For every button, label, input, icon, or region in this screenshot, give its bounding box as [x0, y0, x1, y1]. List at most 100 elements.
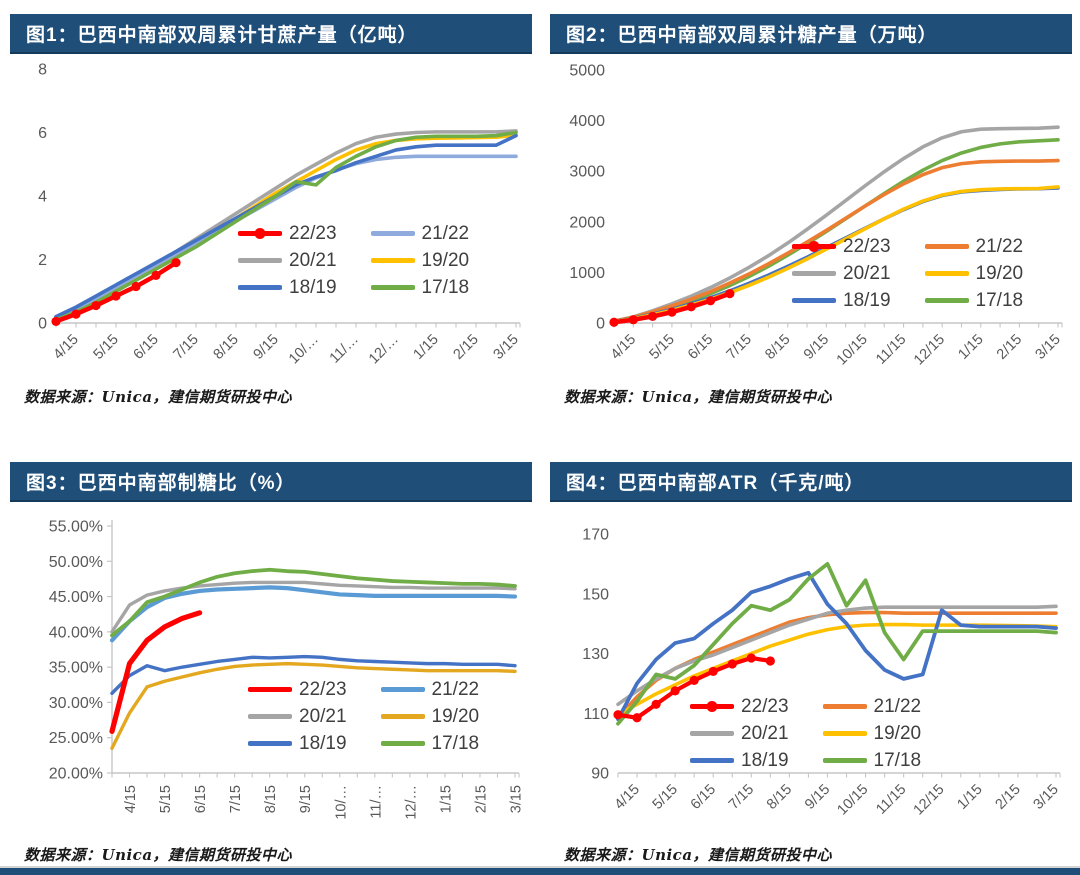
x-tick-label: 12/15 — [911, 332, 948, 369]
x-tick-label: 2/15 — [451, 332, 482, 363]
legend-label: 17/18 — [975, 289, 1024, 311]
x-tick-label: 8/15 — [762, 332, 793, 363]
x-tick-label: 5/15 — [158, 785, 174, 813]
next-section-divider — [0, 866, 1080, 875]
legend-item-20/21: 20/21 — [690, 722, 789, 745]
series-line-17/18 — [54, 130, 518, 322]
legend-swatch-18/19 — [792, 298, 836, 303]
x-tick-label: 1/15 — [411, 332, 442, 363]
x-tick-label: 10/… — [333, 785, 349, 820]
legend-item-17/18: 17/18 — [370, 276, 470, 299]
y-tick-label: 4 — [38, 189, 47, 206]
series-line-20/21 — [612, 125, 1060, 324]
series-line-20/21 — [616, 604, 1058, 707]
y-tick-label: 30.00% — [49, 695, 103, 712]
series-marker-22/23 — [171, 258, 181, 268]
x-tick-label: 6/15 — [685, 332, 716, 363]
legend-label: 20/21 — [289, 249, 337, 271]
series-marker-22/23 — [71, 309, 81, 319]
x-tick-label: 5/15 — [91, 332, 122, 363]
y-tick-label: 6 — [38, 125, 47, 142]
series-marker-22/23 — [765, 656, 775, 666]
legend-swatch-18/19 — [690, 758, 734, 763]
y-tick-label: 0 — [596, 316, 605, 333]
legend-label: 21/22 — [421, 222, 470, 244]
series-marker-22/23 — [689, 675, 699, 685]
x-tick-label: 1/15 — [955, 332, 986, 363]
legend-item-18/19: 18/19 — [238, 276, 337, 299]
series-marker-22/23 — [705, 296, 716, 306]
legend-item-20/21: 20/21 — [248, 705, 347, 728]
x-tick-label: 2/15 — [992, 782, 1023, 813]
series-marker-22/23 — [725, 289, 735, 299]
series-line-21/22 — [109, 585, 518, 643]
series-marker-22/23 — [651, 699, 661, 709]
x-tick-label: 4/15 — [123, 785, 139, 813]
legend-label: 17/18 — [421, 276, 470, 298]
legend-swatch-19/20 — [380, 714, 425, 719]
x-tick-label: 4/15 — [608, 332, 639, 363]
x-tick-label: 8/15 — [764, 782, 795, 813]
legend-swatch-21/22 — [822, 704, 867, 709]
legend-label: 19/20 — [421, 249, 470, 271]
legend-swatch-20/21 — [792, 271, 836, 276]
y-tick-label: 25.00% — [49, 730, 103, 747]
y-tick-label: 55.00% — [49, 519, 103, 536]
y-tick-label: 170 — [582, 527, 609, 544]
legend-swatch-17/18 — [822, 758, 867, 763]
x-tick-label: 9/15 — [298, 785, 314, 813]
legend-item-17/18: 17/18 — [822, 749, 921, 772]
figure1-title-bar: 图1：巴西中南部双周累计甘蔗产量（亿吨） — [10, 14, 532, 54]
x-tick-label: 1/15 — [954, 782, 985, 813]
series-marker-22/23 — [51, 316, 61, 327]
legend-item-19/20: 19/20 — [822, 722, 922, 745]
legend-item-19/20: 19/20 — [380, 705, 480, 728]
figure4-plot-svg: 90 110 130 150 170 4/15 5/15 6/15 7/15 8/15 9/15 10… — [582, 527, 1062, 819]
series-line-18/19 — [616, 570, 1058, 722]
legend-item-18/19: 18/19 — [690, 749, 789, 772]
x-tick-label: 6/15 — [688, 782, 719, 813]
legend-label: 19/20 — [431, 705, 480, 727]
y-tick-label: 35.00% — [49, 660, 103, 677]
legend-swatch-19/20 — [924, 271, 969, 276]
x-tick-label: 12/15 — [911, 782, 948, 819]
legend-label: 21/22 — [431, 678, 480, 700]
figure4-title-bar: 图4：巴西中南部ATR（千克/吨） — [550, 462, 1072, 502]
figure4-title: 图4：巴西中南部ATR（千克/吨） — [566, 472, 865, 494]
figure4-chart: 90 110 130 150 170 4/15 5/15 6/15 7/15 8/15 9/15 10… — [550, 504, 1072, 846]
legend-item-20/21: 20/21 — [792, 262, 891, 285]
x-tick-label: 8/15 — [263, 785, 279, 813]
series-marker-22/23 — [91, 300, 101, 311]
x-tick-label: 11/15 — [873, 332, 909, 368]
x-tick-label: 12/… — [403, 785, 419, 820]
legend-label: 18/19 — [289, 276, 337, 298]
x-tick-label: 4/15 — [51, 332, 82, 363]
figure3-title-bar: 图3：巴西中南部制糖比（%） — [10, 462, 532, 502]
figure1-title: 图1：巴西中南部双周累计甘蔗产量（亿吨） — [26, 24, 418, 46]
x-tick-label: 7/15 — [724, 332, 755, 363]
legend-swatch-20/21 — [248, 714, 292, 719]
x-tick-label: 4/15 — [612, 782, 643, 813]
legend-label: 19/20 — [975, 262, 1024, 284]
legend-item-21/22: 21/22 — [380, 678, 480, 701]
legend-item-21/22: 21/22 — [822, 695, 921, 718]
legend-label: 19/20 — [873, 722, 922, 744]
x-tick-label: 9/15 — [802, 782, 833, 813]
series-line-21/22 — [54, 154, 518, 320]
figure1-legend: 22/23 21/22 20/21 19/20 18/19 17/18 — [238, 222, 469, 299]
x-tick-label: 6/15 — [193, 785, 209, 813]
figure4-legend: 22/23 21/22 20/21 19/20 18/19 17/18 — [690, 695, 921, 772]
figure3-title: 图3：巴西中南部制糖比（%） — [26, 472, 296, 494]
x-tick-label: 7/15 — [228, 785, 244, 813]
x-tick-label: 10/… — [286, 332, 322, 368]
x-tick-label: 3/15 — [1033, 332, 1064, 363]
y-tick-label: 8 — [38, 62, 47, 79]
y-tick-label: 5000 — [569, 63, 605, 80]
legend-item-17/18: 17/18 — [924, 289, 1024, 312]
figure2-panel: 图2：巴西中南部双周累计糖产量（万吨） 0 1000 2000 3000 4000 500… — [550, 14, 1072, 454]
series-marker-22/23 — [131, 281, 141, 292]
figure1-panel: 图1：巴西中南部双周累计甘蔗产量（亿吨） 0 2 4 6 8 4/15 5/15 6/15 7/… — [10, 14, 532, 454]
series-marker-22/23 — [613, 710, 623, 720]
legend-swatch-22/23 — [248, 687, 292, 692]
